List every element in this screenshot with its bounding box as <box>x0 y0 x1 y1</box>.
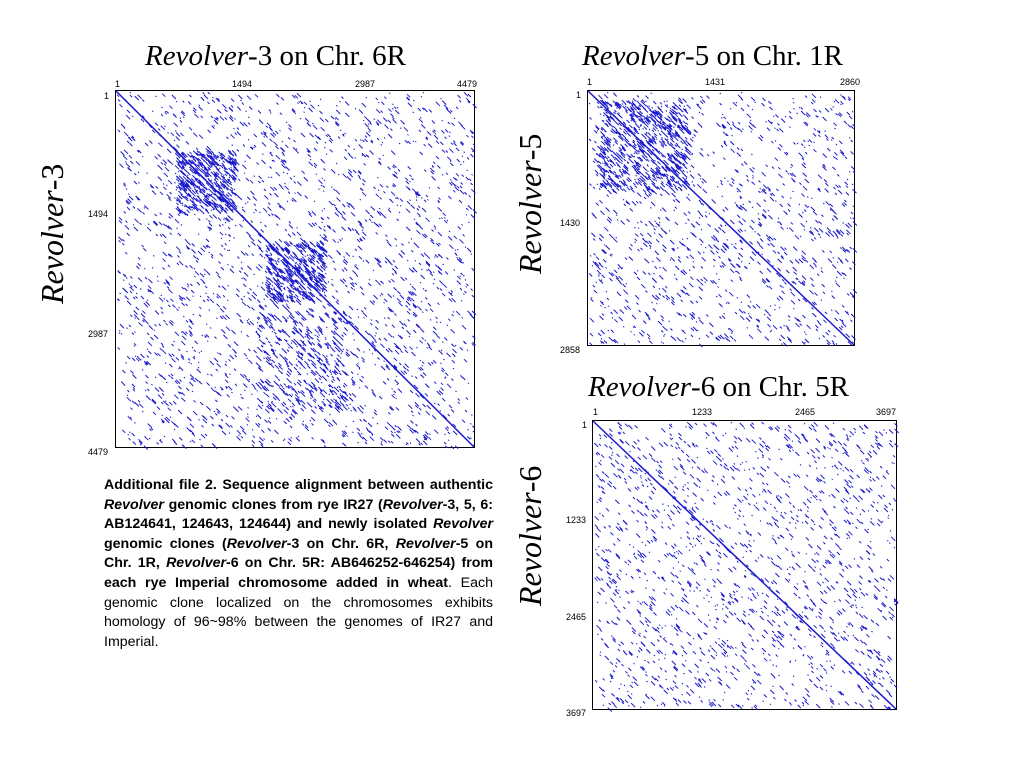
identity-diagonal <box>592 420 897 710</box>
dot-plot-revolver-6 <box>592 420 900 712</box>
y-label-revolver-5: Revolver-5 <box>512 133 548 274</box>
x-tick: 1 <box>115 79 121 89</box>
y-tick: 1430 <box>560 218 581 228</box>
y-label-revolver-6: Revolver-6 <box>512 465 548 606</box>
y-tick: 1 <box>104 91 110 101</box>
dot-plot-revolver-3 <box>115 90 478 450</box>
dot-segments <box>593 421 900 712</box>
dot-segments <box>588 91 858 348</box>
x-tick: 1 <box>587 77 593 87</box>
y-tick: 3697 <box>566 708 587 718</box>
x-tick: 1 <box>593 407 599 417</box>
x-tick: 2987 <box>355 79 376 89</box>
dot-noise <box>593 421 900 712</box>
y-tick: 1 <box>576 90 582 100</box>
y-tick: 2987 <box>88 329 109 339</box>
dot-segments <box>116 91 478 450</box>
y-tick: 2858 <box>560 345 581 355</box>
dot-noise <box>116 91 478 450</box>
y-tick: 1494 <box>88 209 109 219</box>
plot-title-revolver-3: Revolver-3 on Chr. 6R <box>145 40 406 72</box>
x-tick: 1431 <box>705 77 726 87</box>
dot-plot-revolver-5 <box>587 90 858 348</box>
figure-caption: Additional file 2. Sequence alignment be… <box>104 477 493 650</box>
x-tick: 1494 <box>232 79 253 89</box>
plot-title-revolver-6: Revolver-6 on Chr. 5R <box>588 371 849 403</box>
x-tick: 3697 <box>876 407 897 417</box>
x-tick: 1233 <box>692 407 713 417</box>
plot-title-revolver-5: Revolver-5 on Chr. 1R <box>582 40 843 72</box>
y-tick: 1 <box>582 420 588 430</box>
dot-noise <box>588 91 858 348</box>
y-tick: 1233 <box>566 515 587 525</box>
dot-plot-svg <box>592 420 900 712</box>
y-label-revolver-3: Revolver-3 <box>34 163 70 304</box>
x-tick: 4479 <box>457 79 478 89</box>
identity-diagonal <box>115 90 475 448</box>
x-tick: 2860 <box>840 77 861 87</box>
y-tick: 4479 <box>88 447 109 457</box>
dot-plot-svg <box>587 90 858 348</box>
dot-plot-svg <box>115 90 478 450</box>
identity-diagonal <box>587 90 855 346</box>
y-tick: 2465 <box>566 612 587 622</box>
x-tick: 2465 <box>795 407 816 417</box>
